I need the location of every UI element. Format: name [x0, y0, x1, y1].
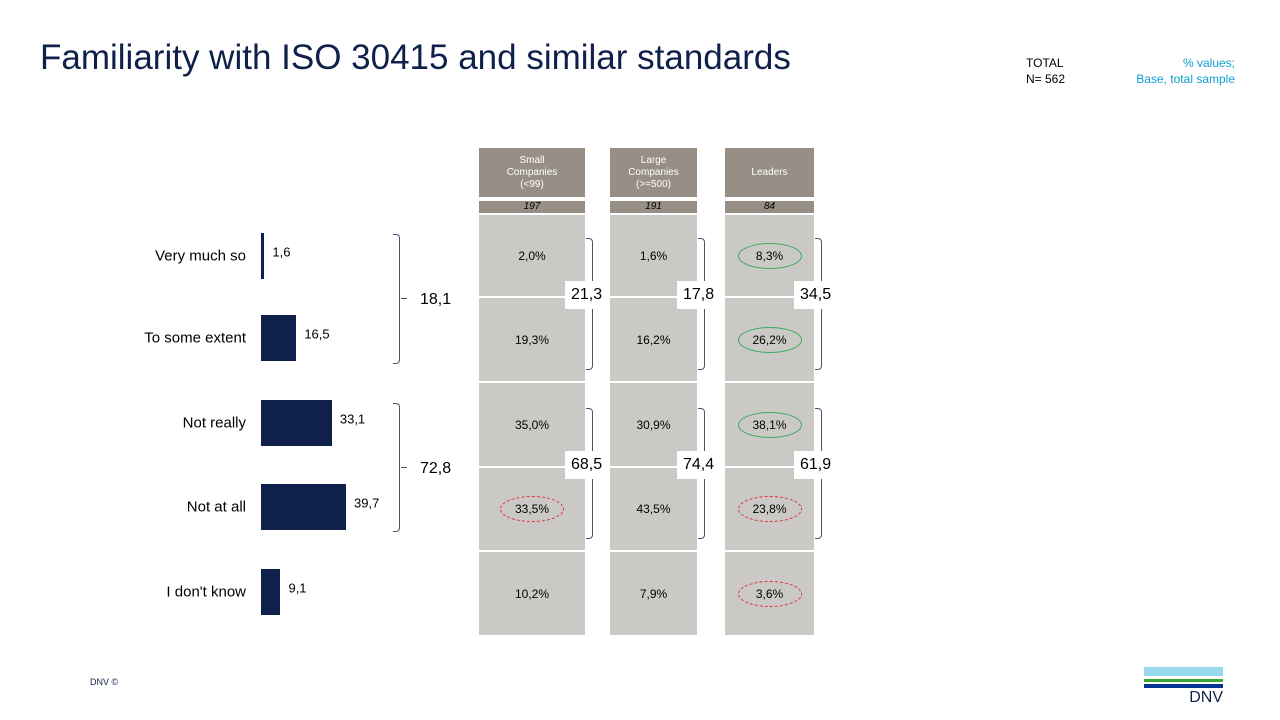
segment-cell: 43,5% — [610, 468, 697, 552]
group-bracket — [393, 234, 400, 364]
segment-group-total: 68,5 — [565, 450, 609, 479]
bar — [261, 315, 297, 361]
segment-group-total: 17,8 — [677, 281, 721, 309]
values-note: % values; Base, total sample — [1136, 56, 1235, 86]
category-label: Not really — [182, 414, 246, 432]
dnv-logo: DNV — [1144, 667, 1223, 707]
bar — [261, 484, 346, 530]
bar-value-label: 1,6 — [272, 244, 291, 260]
category-label: I don't know — [166, 583, 246, 601]
segment-cell: 33,5% — [479, 468, 585, 552]
red-highlight-ellipse — [500, 496, 564, 522]
segment-base-n: 84 — [725, 201, 814, 213]
red-highlight-ellipse — [737, 580, 802, 607]
segment-cell: 16,2% — [610, 298, 697, 383]
total-sample: TOTAL N= 562 — [1026, 56, 1066, 86]
segment-cell: 3,6% — [725, 552, 814, 637]
group-total-label: 18,1 — [420, 291, 452, 308]
segment-cell: 23,8% — [725, 468, 814, 552]
green-highlight-ellipse — [737, 242, 802, 269]
category-label: To some extent — [144, 329, 246, 347]
red-highlight-ellipse — [737, 496, 802, 522]
green-highlight-ellipse — [737, 326, 802, 353]
bar-value-label: 9,1 — [288, 580, 307, 596]
bar-value-label: 16,5 — [304, 326, 330, 342]
green-highlight-ellipse — [737, 411, 802, 438]
segment-group-total: 74,4 — [677, 450, 721, 479]
segment-cell: 26,2% — [725, 298, 814, 383]
segment-group-total: 34,5 — [794, 281, 838, 309]
footer-copyright: DNV © — [90, 677, 119, 687]
segment-cell: 19,3% — [479, 298, 585, 383]
category-label: Not at all — [186, 498, 246, 516]
bar-value-label: 33,1 — [339, 411, 366, 427]
segment-group-total: 21,3 — [565, 281, 609, 309]
segment-base-n: 191 — [610, 201, 697, 213]
bracket-tick — [401, 466, 407, 468]
segment-group-total: 61,9 — [794, 450, 838, 479]
segment-header: Leaders — [725, 148, 814, 197]
bar — [261, 569, 281, 615]
group-bracket — [393, 403, 400, 532]
bracket-tick — [401, 298, 407, 299]
segment-cell: 10,2% — [479, 552, 585, 637]
segment-base-n: 197 — [479, 201, 585, 213]
page-title: Familiarity with ISO 30415 and similar s… — [40, 38, 791, 77]
group-total-label: 72,8 — [420, 459, 452, 477]
bar — [261, 233, 265, 279]
segment-header: Large Companies (>=500) — [610, 148, 697, 197]
bar — [261, 400, 332, 446]
segment-cell: 7,9% — [610, 552, 697, 637]
segment-header: Small Companies (<99) — [479, 148, 585, 197]
bar-value-label: 39,7 — [354, 495, 380, 511]
category-label: Very much so — [155, 247, 246, 265]
